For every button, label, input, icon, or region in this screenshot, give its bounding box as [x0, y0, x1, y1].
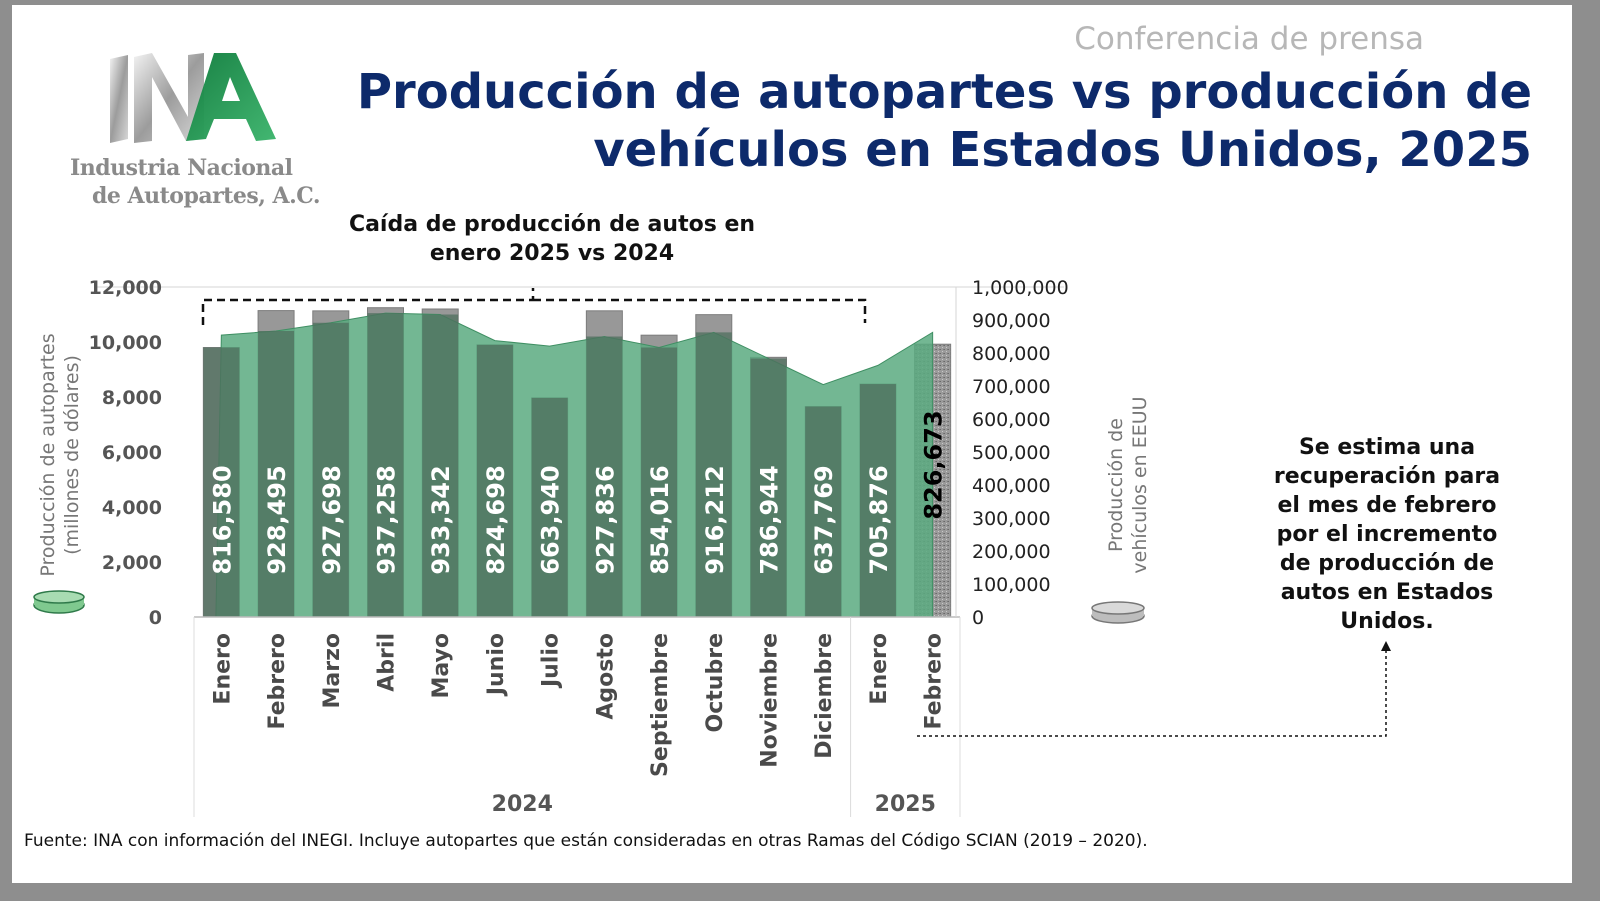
right-axis-tick-6: 600,000 — [972, 409, 1051, 431]
year-group-label-1: 2025 — [875, 792, 936, 817]
vehicle-bar-overlap-0 — [203, 347, 240, 617]
logo-text-line1: Industria Nacional — [70, 155, 293, 181]
left-axis-title: Producción de autopartes (millones de dól… — [37, 333, 83, 576]
callout-bracket — [201, 288, 867, 325]
right-axis-tick-3: 300,000 — [972, 508, 1051, 530]
right-axis-tick-9: 900,000 — [972, 310, 1051, 332]
vehicle-bar-overlap-9 — [695, 332, 732, 617]
bar-value-label-2: 927,698 — [318, 465, 346, 574]
right-axis-tick-4: 400,000 — [972, 475, 1051, 497]
bar-value-label-8: 854,016 — [646, 465, 674, 574]
callout-arrow-head — [1381, 641, 1391, 651]
category-label-2: Marzo — [320, 633, 345, 709]
category-label-1: Febrero — [265, 633, 290, 730]
category-label-5: Junio — [484, 633, 509, 697]
bar-value-label-3: 937,258 — [373, 465, 401, 574]
category-label-4: Mayo — [429, 633, 454, 699]
legend-vehicles-icon-top — [1091, 601, 1145, 615]
right-axis-tick-5: 500,000 — [972, 442, 1051, 464]
vehicle-bar-overlap-11 — [805, 406, 842, 617]
chart-area: 816,580 928,495 927,698 937,258 933,342 824,6… — [33, 277, 1391, 817]
category-label-10: Noviembre — [758, 633, 783, 768]
left-axis-tick-6: 12,000 — [89, 277, 162, 299]
year-group-label-0: 2024 — [492, 792, 553, 817]
bar-value-label-9: 916,212 — [701, 465, 729, 574]
right-axis-title: Producción de vehículos en EEUU — [1105, 396, 1151, 573]
bar-value-label-1: 928,495 — [263, 465, 291, 574]
right-axis-tick-7: 700,000 — [972, 376, 1051, 398]
vehicle-bar-overlap-1 — [258, 331, 295, 617]
vehicle-bar-overlap-3 — [367, 313, 404, 617]
category-label-7: Agosto — [593, 633, 618, 720]
category-label-13: Febrero — [922, 633, 947, 730]
right-axis-tick-1: 100,000 — [972, 574, 1051, 596]
category-label-12: Enero — [867, 633, 892, 705]
vehicle-bar-overlap-4 — [422, 314, 459, 617]
callout-february-recovery: Se estima una recuperación para el mes d… — [1273, 435, 1501, 634]
bar-value-label-13: 826,673 — [920, 410, 948, 519]
logo-text-line2: de Autopartes, A.C. — [92, 183, 321, 209]
slide: Conferencia de prensa Producción de auto… — [12, 5, 1572, 883]
kicker-text: Conferencia de prensa — [1074, 21, 1424, 57]
bar-value-label-4: 933,342 — [427, 465, 455, 574]
page-title: Producción de autopartes vs producción d… — [356, 64, 1532, 178]
vehicle-bar-overlap-2 — [312, 322, 349, 617]
left-axis-tick-0: 0 — [149, 607, 162, 629]
vehicle-bar-overlap-8 — [641, 347, 678, 617]
callout-arrow-line — [917, 650, 1387, 737]
left-axis-tick-2: 4,000 — [102, 497, 162, 519]
bar-value-label-10: 786,944 — [756, 465, 784, 574]
ina-logo-icon — [110, 53, 276, 143]
bar-value-label-11: 637,769 — [810, 465, 838, 574]
left-axis-tick-5: 10,000 — [89, 332, 162, 354]
category-label-3: Abril — [375, 633, 400, 692]
legend-autopartes-icon-top — [33, 590, 85, 604]
source-footnote: Fuente: INA con información del INEGI. I… — [24, 831, 1148, 851]
right-axis-tick-8: 800,000 — [972, 343, 1051, 365]
vehicle-bar-overlap-10 — [750, 358, 787, 617]
category-label-9: Octubre — [703, 633, 728, 732]
category-label-8: Septiembre — [648, 633, 673, 777]
category-label-0: Enero — [210, 633, 235, 705]
bar-value-label-7: 927,836 — [591, 465, 619, 574]
bar-value-label-0: 816,580 — [208, 465, 236, 574]
category-label-11: Diciembre — [812, 633, 837, 759]
left-axis-tick-4: 8,000 — [102, 387, 162, 409]
category-label-6: Julio — [539, 633, 564, 689]
left-axis-tick-3: 6,000 — [102, 442, 162, 464]
left-axis-tick-1: 2,000 — [102, 552, 162, 574]
vehicle-bar-overlap-7 — [586, 336, 623, 617]
bar-value-label-6: 663,940 — [537, 465, 565, 574]
right-axis-tick-2: 200,000 — [972, 541, 1051, 563]
right-axis-tick-10: 1,000,000 — [972, 277, 1069, 299]
callout-january-drop: Caída de producción de autos en enero 20… — [348, 212, 756, 266]
right-axis-tick-0: 0 — [972, 607, 984, 629]
vehicle-bar-overlap-12 — [859, 384, 896, 617]
vehicle-bar-overlap-5 — [476, 344, 513, 617]
bar-value-label-5: 824,698 — [482, 465, 510, 574]
vehicle-bar-overlap-6 — [531, 397, 568, 617]
bar-value-label-12: 705,876 — [865, 465, 893, 574]
